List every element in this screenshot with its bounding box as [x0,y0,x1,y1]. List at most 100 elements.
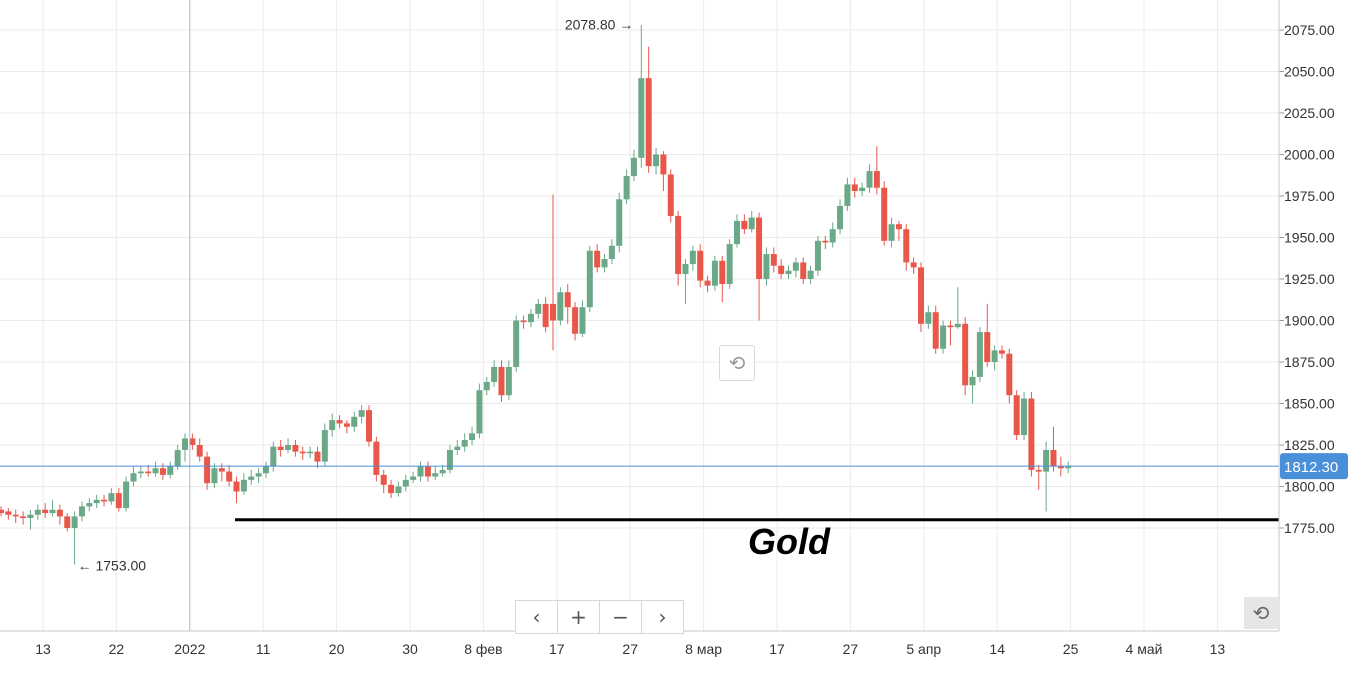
zoom-in-button[interactable]: + [558,601,600,633]
candle-body [226,471,233,482]
y-tick-label: 1875.00 [1284,354,1335,370]
chart-overlays: 1812.30 Gold 2078.80 → ← 1753.00 [0,0,1348,631]
y-tick-label: 1975.00 [1284,188,1335,204]
candle-body [756,217,763,279]
candle-body [1013,395,1020,436]
reset-scale-button[interactable]: ⟲ [1244,597,1278,629]
candle-body [432,473,439,477]
chart-title: Gold [748,521,831,562]
y-tick-label: 1775.00 [1284,520,1335,536]
candle-body [785,270,792,275]
x-tick-label: 13 [35,641,51,657]
candle-body [895,224,902,230]
candle-body [373,441,380,475]
candle-body [27,514,34,519]
candle-body [248,476,255,480]
candle-body [932,312,939,349]
candle-body [5,511,12,515]
candle-body [851,184,858,192]
candle-body [535,303,542,314]
candle-body [417,466,424,477]
chevron-left-icon: ‹ [532,605,541,629]
candle-body [343,423,350,427]
candle-body [903,229,910,263]
undo-icon: ⟲ [728,351,746,375]
candle-body [476,390,483,434]
y-tick-label: 1900.00 [1284,313,1335,329]
y-tick-label: 2025.00 [1284,105,1335,121]
candle-body [608,245,615,260]
candle-body [601,259,608,268]
candle-body [358,410,365,417]
y-tick-label: 1825.00 [1284,437,1335,453]
current-price-box [1280,453,1348,480]
candle-body [211,468,218,484]
minus-icon: − [612,605,629,629]
candle-body [1035,469,1042,472]
axes: 2075.00 2050.00 2025.00 2000.00 1975.00 1950.… [0,0,1335,657]
candle-body [800,262,807,279]
candle-body [910,262,917,268]
x-tick-label: 27 [622,641,638,657]
candle-body [829,229,836,243]
y-tick-label: 1925.00 [1284,271,1335,287]
candle-body [196,445,203,457]
candle-body [711,260,718,286]
x-tick-label: 2022 [174,641,205,657]
candle-body [550,303,556,321]
candle-body [491,366,498,382]
scroll-left-button[interactable]: ‹ [516,601,558,633]
reset-chart-button[interactable]: ⟲ [719,345,755,381]
candle-body [277,446,284,450]
candle-body [469,433,476,441]
y-tick-label: 1950.00 [1284,230,1335,246]
candle-body [270,446,277,467]
x-tick-label: 14 [989,641,1005,657]
candle-body [954,323,961,328]
y-tick-label: 1850.00 [1284,396,1335,412]
low-annotation: ← 1753.00 [78,558,147,574]
candle-body [704,280,711,286]
candle-body [388,484,395,494]
candle-body [572,307,579,334]
candle-body [689,250,696,265]
candle-body [719,260,726,284]
x-tick-label: 17 [769,641,785,657]
candle-body [167,466,174,475]
candle-body [1065,466,1072,469]
candle-body [748,217,755,230]
candle-body [321,430,328,462]
x-tick-label: 30 [402,641,418,657]
candle-body [351,416,358,427]
candle-body [240,479,247,492]
zoom-out-button[interactable]: − [600,601,642,633]
candle-body [329,420,336,431]
candle-body [233,481,240,492]
scroll-right-button[interactable]: › [642,601,683,633]
candle-body [299,451,306,454]
plus-icon: + [570,605,587,629]
candle-body [366,410,372,442]
candle-body [137,471,144,474]
candle-body [505,366,512,396]
candle-body [101,499,108,502]
candle-body [262,466,269,474]
candle-body [108,493,115,502]
candle-body [645,78,652,167]
x-tick-label: 17 [549,641,565,657]
candle-body [976,332,983,377]
candle-body [564,292,571,308]
candle-body [498,366,505,396]
candle-body [653,154,660,167]
candle-body [115,493,122,509]
candle-body [859,187,866,192]
candle-body [255,473,262,477]
candle-body [145,471,152,474]
undo-icon: ⟲ [1252,601,1270,625]
candle-body [292,445,299,452]
candle-body [866,171,873,188]
x-tick-label: 8 мар [685,641,722,657]
candle-body [873,171,880,188]
candle-body [630,157,637,177]
